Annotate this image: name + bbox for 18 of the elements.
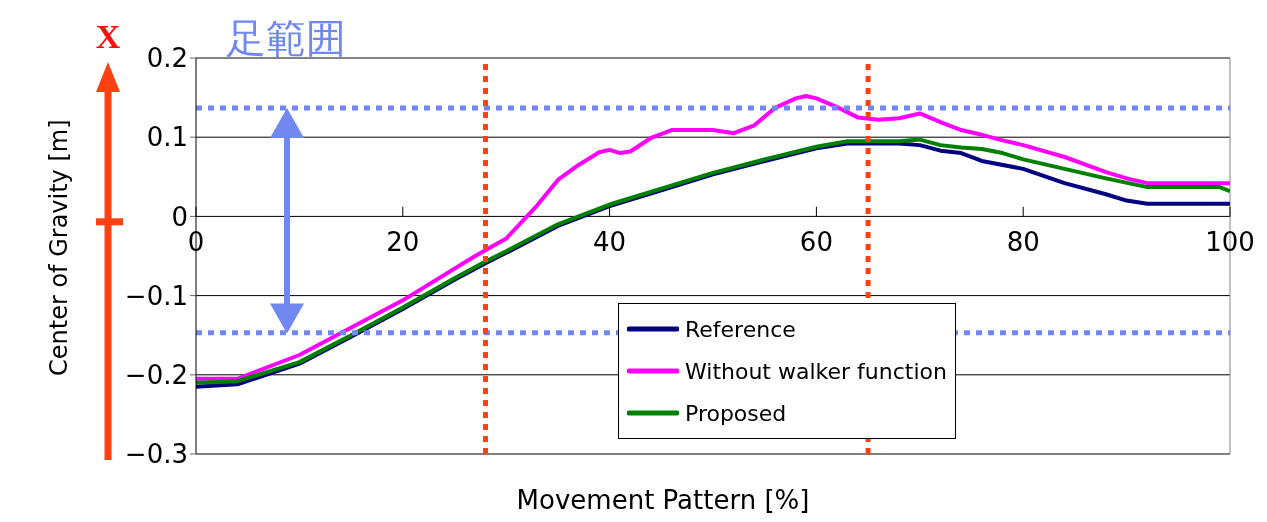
legend-label: Proposed (685, 400, 787, 426)
legend-label: Without walker function (685, 358, 947, 384)
x-tick-label: 80 (1006, 226, 1040, 257)
y-tick-label: 0.1 (146, 122, 188, 153)
y-tick-label: −0.2 (124, 360, 188, 391)
legend-label: Reference (685, 316, 796, 342)
y-axis-title: Center of Gravity [m] (44, 119, 73, 376)
x-tick-label: 20 (386, 226, 420, 257)
y-tick-label: −0.3 (124, 439, 188, 470)
y-tick-label: −0.1 (124, 280, 188, 311)
x-axis-title: Movement Pattern [%] (516, 485, 810, 515)
x-tick-label: 40 (593, 226, 627, 257)
y-tick-label: 0 (171, 201, 188, 232)
y-tick-label: 0.2 (146, 43, 188, 74)
text: X (95, 18, 121, 55)
x-tick-label: 60 (799, 226, 833, 257)
x-tick-label: 100 (1205, 226, 1255, 257)
annotation: 足範囲 (226, 15, 346, 61)
